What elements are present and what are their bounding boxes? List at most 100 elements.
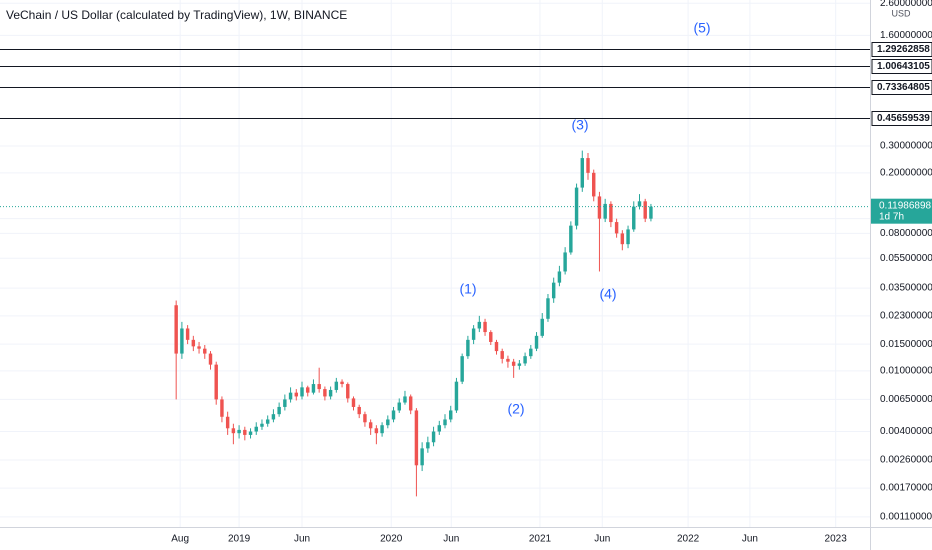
candle-body (323, 389, 327, 397)
level-label: 0.73364805 (877, 82, 930, 93)
level-label-box (871, 42, 932, 57)
candle-body (374, 428, 379, 434)
level-label-box (871, 59, 932, 74)
candle-body (632, 206, 636, 230)
candle-body (391, 410, 396, 420)
x-tick-label: Jun (294, 534, 310, 545)
candle-body (208, 353, 213, 365)
candle-body (351, 398, 356, 407)
candle-body (426, 442, 430, 449)
candle-body (191, 339, 196, 347)
candle-body (546, 298, 550, 319)
candle-body (609, 203, 613, 223)
candle-body (506, 358, 510, 362)
candle-body (306, 387, 310, 393)
candle-body (214, 364, 218, 400)
x-tick-label: Jun (594, 534, 610, 545)
x-tick-label: Jun (443, 534, 459, 545)
y-tick-label: 0.03500000 (880, 283, 932, 294)
x-tick-label: Jun (742, 534, 758, 545)
candle-body (529, 348, 533, 357)
candle-body (368, 422, 373, 429)
candle-body (511, 361, 516, 366)
level-label: 0.45659539 (877, 113, 930, 124)
currency: USD (891, 8, 911, 18)
candle-body (185, 328, 190, 340)
candle-body (431, 431, 436, 443)
candle-body (225, 416, 230, 429)
candle-body (197, 346, 201, 349)
candle-body (534, 335, 539, 349)
candle-body (386, 419, 390, 426)
level-label: 1.29262858 (877, 44, 930, 55)
candle-body (397, 402, 401, 411)
wave-label: (2) (507, 401, 524, 417)
candle-body (408, 396, 413, 411)
candle-body (260, 423, 264, 427)
y-tick-label: 0.20000000 (880, 167, 932, 178)
candle-body (563, 252, 567, 272)
candle-body (231, 428, 236, 434)
candle-body (248, 431, 253, 435)
candle-body (243, 429, 247, 435)
candle-body (586, 158, 590, 173)
candle-body (443, 419, 447, 426)
x-tick-label: 2022 (677, 534, 700, 545)
level-label-box (871, 80, 932, 95)
y-tick-label: 0.00650000 (880, 394, 932, 405)
candle-body (471, 328, 476, 340)
candle-body (403, 396, 407, 403)
y-tick-label: 0.00400000 (880, 426, 932, 437)
wave-label: (1) (459, 281, 476, 297)
candle-body (500, 351, 504, 359)
candle-body (271, 414, 276, 420)
wave-label: (5) (693, 20, 710, 36)
countdown-label: 1d 7h (879, 211, 904, 222)
level-label-box (871, 111, 932, 126)
y-tick-label: 0.00110000 (880, 512, 932, 523)
candle-body (614, 222, 619, 234)
y-tick-label: 0.08000000 (880, 228, 932, 239)
candle-body (288, 392, 293, 400)
candle-body (180, 328, 184, 354)
candle-body (334, 381, 339, 390)
candle-body (174, 305, 178, 354)
candle-body (363, 414, 367, 423)
candle-body (294, 392, 299, 397)
candle-body (643, 201, 647, 219)
y-tick-label: 0.00170000 (880, 483, 932, 494)
y-tick-label: 0.30000000 (880, 141, 932, 152)
candle-body (340, 381, 344, 385)
candle-body (466, 339, 470, 357)
candle-body (489, 332, 493, 342)
candle-body (346, 384, 350, 399)
y-tick-label: 0.05500000 (880, 253, 932, 264)
y-tick-label: 2.60000000 (880, 0, 932, 9)
candle-body (420, 448, 424, 466)
candle-body (283, 399, 287, 407)
candle-body (414, 410, 419, 466)
x-tick-label: 2019 (228, 534, 251, 545)
candle-body (494, 341, 499, 352)
candle-body (569, 225, 573, 253)
y-tick-label: 0.01500000 (880, 339, 932, 350)
candle-body (265, 419, 270, 424)
candle-body (328, 389, 333, 397)
candle-body (517, 363, 522, 366)
candle-body (592, 172, 596, 197)
plot: (5) (3) (1) (4) (2) (0, 20, 870, 497)
candle-body (311, 384, 316, 393)
x-tick-label: 2021 (529, 534, 552, 545)
level-label: 1.00643105 (877, 61, 930, 72)
candle-body (477, 321, 482, 329)
x-tick-label: 2023 (825, 534, 848, 545)
candle-body (437, 425, 442, 432)
x-tick-label: 2020 (380, 534, 403, 545)
candle-body (580, 158, 585, 188)
y-tick-label: 0.02300000 (880, 310, 932, 321)
candle-body (237, 429, 241, 434)
candle-body (277, 406, 281, 415)
candle-body (300, 387, 304, 397)
